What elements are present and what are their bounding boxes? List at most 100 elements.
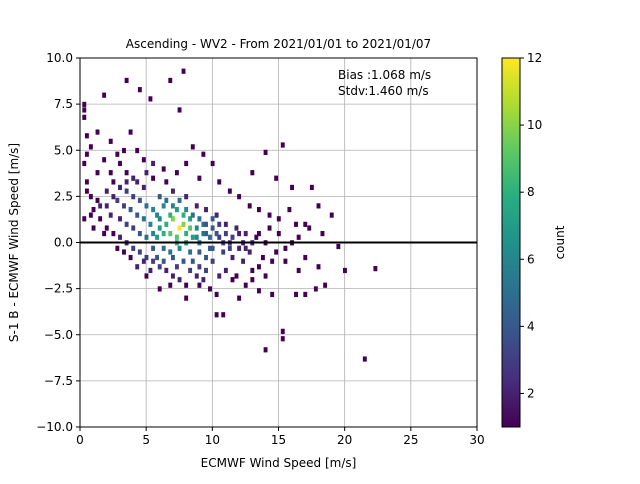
y-tick-label: 7.5 [54, 97, 73, 111]
histogram-cell [336, 243, 341, 250]
histogram-cell [148, 267, 153, 274]
histogram-cell [303, 254, 308, 261]
y-tick-label: 2.5 [54, 189, 73, 203]
histogram-cell [197, 249, 202, 255]
histogram-cell [131, 245, 136, 251]
histogram-cell [204, 267, 208, 274]
histogram-cell [155, 254, 160, 261]
histogram-cell [164, 179, 169, 185]
histogram-cell [168, 249, 173, 255]
histogram-cell [157, 286, 162, 292]
histogram-cell [164, 197, 169, 203]
histogram-cell [250, 277, 255, 283]
histogram-cell [161, 166, 166, 172]
histogram-cell [270, 258, 275, 264]
histogram-cell [151, 230, 156, 237]
histogram-cell [316, 264, 321, 270]
histogram-cell [164, 221, 169, 227]
histogram-cell [144, 203, 149, 209]
histogram-cell [283, 258, 288, 264]
histogram-cell [217, 179, 222, 185]
histogram-cell [190, 144, 195, 150]
histogram-cell [316, 203, 321, 209]
x-tick-label: 15 [271, 433, 286, 447]
colorbar-tick-label: 10 [527, 118, 542, 132]
colorbar-label: count [553, 225, 567, 259]
histogram-cell [144, 254, 149, 261]
colorbar-tick-label: 12 [527, 51, 542, 65]
histogram-cell [82, 216, 87, 222]
histogram-cell [170, 254, 175, 261]
histogram-cell [217, 234, 222, 240]
histogram-cell [161, 203, 166, 209]
histogram-cell [104, 225, 109, 231]
histogram-cell [227, 188, 232, 194]
histogram-cell [141, 157, 146, 163]
histogram-cell [118, 184, 122, 191]
histogram-cell [194, 234, 199, 240]
histogram-cell [102, 230, 107, 237]
y-tick-label: −7.5 [44, 374, 73, 388]
y-axis-ticks: −10.0 −7.5 −5.0 −2.5 0.0 2.5 5.0 7.5 10.0 [36, 51, 80, 434]
y-tick-label: −10.0 [36, 420, 73, 434]
histogram-cell [174, 234, 179, 240]
histogram-cell [214, 212, 219, 218]
histogram-cell [181, 221, 186, 227]
histogram-cell [263, 149, 268, 155]
histogram-cell [294, 291, 298, 298]
histogram-cell [177, 197, 182, 203]
histogram-cell [88, 212, 93, 218]
histogram-cell [95, 129, 100, 135]
histogram-cell [102, 92, 107, 98]
histogram-cell [267, 212, 272, 218]
y-tick-label: −2.5 [44, 282, 73, 296]
histogram-cell [157, 216, 162, 222]
histogram-cell [164, 267, 169, 274]
histogram-cell [84, 179, 89, 185]
histogram-cell [274, 249, 279, 255]
histogram-cell [151, 245, 156, 251]
histogram-cell [151, 175, 156, 181]
histogram-cell [108, 212, 113, 218]
histogram-cell [373, 266, 378, 272]
histogram-cell [237, 230, 242, 237]
histogram-cell [128, 254, 133, 261]
histogram-cell [170, 216, 175, 222]
histogram-cell [104, 188, 109, 194]
histogram-cell [323, 282, 328, 288]
colorbar-tick-label: 4 [527, 319, 535, 333]
histogram-cell [155, 234, 160, 240]
stdv-annotation: Stdv:1.460 m/s [338, 84, 429, 98]
histogram-cell [190, 258, 195, 264]
histogram-cell [214, 312, 219, 318]
histogram-cell [223, 230, 228, 237]
x-axis-label: ECMWF Wind Speed [m/s] [201, 456, 357, 470]
histogram-cell [151, 160, 156, 167]
histogram-cell [168, 77, 173, 84]
histogram-cell [184, 282, 189, 288]
histogram-cell [141, 216, 146, 222]
histogram-cell [84, 188, 89, 194]
histogram-cell [280, 336, 285, 342]
histogram-cell [294, 221, 298, 227]
histogram-cell [98, 203, 103, 209]
histogram-cell [237, 295, 242, 301]
histogram-cell [115, 151, 120, 157]
histogram-cell [307, 225, 312, 231]
histogram-cell [135, 264, 140, 270]
histogram-cells [82, 68, 378, 362]
histogram-cell [137, 197, 142, 203]
histogram-cell [230, 277, 235, 283]
histogram-cell [157, 194, 162, 200]
histogram-cell [313, 286, 318, 292]
histogram-cell [237, 245, 242, 251]
histogram-cell [124, 77, 129, 84]
histogram-cell [135, 212, 140, 218]
histogram-cell [241, 258, 246, 264]
histogram-cell [118, 234, 122, 240]
histogram-cell [247, 249, 252, 255]
histogram-cell [194, 225, 199, 231]
y-tick-label: 5.0 [54, 143, 73, 157]
histogram-cell [102, 157, 107, 163]
histogram-cell [257, 230, 261, 237]
